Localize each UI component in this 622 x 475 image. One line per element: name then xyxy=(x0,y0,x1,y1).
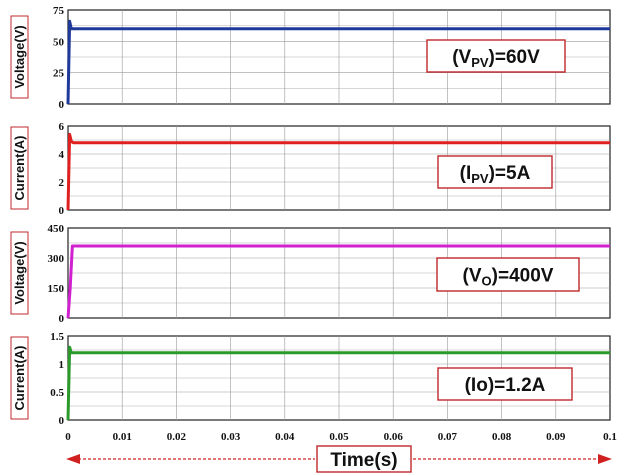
series-line-2 xyxy=(66,132,610,211)
y-tick-label: 150 xyxy=(48,283,65,295)
annotation-text-1: (VPV)=60V xyxy=(452,47,540,70)
y-axis-label-frame xyxy=(10,336,29,420)
y-tick-label: 75 xyxy=(53,5,65,17)
x-tick-label: 0.05 xyxy=(329,431,349,443)
x-tick-label: 0 xyxy=(65,431,71,443)
y-axis-label-frame xyxy=(10,231,29,315)
y-axis-label: Voltage(V) xyxy=(12,25,27,88)
x-axis-label-frame xyxy=(316,445,412,473)
y-tick-label: 0 xyxy=(59,205,65,217)
annotation-box-1 xyxy=(426,39,566,73)
y-axis-label-frame xyxy=(10,126,29,210)
y-axis-label-frame xyxy=(10,15,29,99)
x-tick-label: 0.02 xyxy=(167,431,187,443)
y-tick-label: 0 xyxy=(59,99,65,111)
x-tick-label: 0.07 xyxy=(438,431,458,443)
y-tick-label: 50 xyxy=(53,36,65,48)
y-tick-label: 0 xyxy=(59,313,65,325)
y-tick-label: 0 xyxy=(59,415,65,427)
series-line-3 xyxy=(66,244,610,319)
annotation-text-3: (VO)=400V xyxy=(463,266,554,289)
y-axis-label: Voltage(V) xyxy=(12,241,27,304)
x-tick-label: 0.09 xyxy=(546,431,566,443)
x-tick-label: 0.04 xyxy=(275,431,295,443)
y-tick-label: 2 xyxy=(59,177,65,189)
x-tick-label: 0.08 xyxy=(492,431,512,443)
y-tick-label: 300 xyxy=(48,253,65,265)
y-tick-label: 25 xyxy=(53,68,65,80)
y-tick-label: 0.5 xyxy=(50,387,64,399)
x-tick-label: 0.03 xyxy=(221,431,241,443)
annotation-text-4: (Io)=1.2A xyxy=(465,375,546,396)
arrow-right-icon xyxy=(598,454,612,464)
y-axis-label: Current(A) xyxy=(12,346,27,411)
x-tick-label: 0.06 xyxy=(384,431,404,443)
y-tick-label: 1.5 xyxy=(50,331,64,343)
annotation-box-3 xyxy=(436,257,580,292)
x-axis-label: Time(s) xyxy=(330,450,397,471)
y-tick-label: 4 xyxy=(59,149,65,161)
series-line-4 xyxy=(66,345,610,421)
series-line-1 xyxy=(66,19,610,105)
y-axis-label: Current(A) xyxy=(12,136,27,201)
x-tick-label: 0.1 xyxy=(603,431,617,443)
arrow-left-icon xyxy=(66,454,80,464)
annotation-box-4 xyxy=(437,367,573,401)
x-tick-label: 0.01 xyxy=(113,431,132,443)
y-tick-label: 450 xyxy=(48,223,65,235)
annotation-box-2 xyxy=(437,155,553,189)
y-tick-label: 6 xyxy=(59,121,65,133)
y-tick-label: 1 xyxy=(59,359,65,371)
annotation-text-2: (IPV)=5A xyxy=(460,163,531,186)
